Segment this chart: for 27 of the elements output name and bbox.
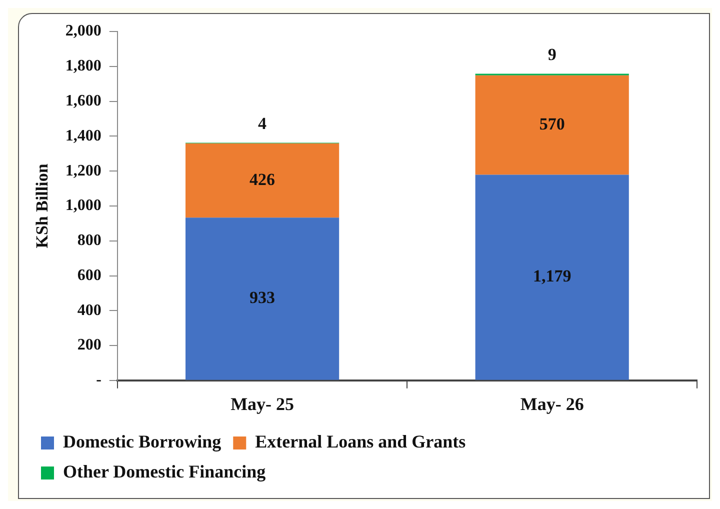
data-label: 4 (258, 114, 268, 134)
data-label: 426 (250, 170, 276, 189)
y-tick-label: 200 (77, 336, 102, 354)
x-tick-label: May- 26 (520, 394, 584, 414)
bar (475, 174, 629, 380)
data-label: 1,179 (532, 266, 572, 286)
y-tick-label: 1,200 (65, 162, 102, 180)
bar (475, 75, 629, 175)
bar (186, 143, 340, 218)
y-tick-label: 2,000 (65, 22, 102, 40)
data-label: 570 (539, 114, 565, 134)
bar (186, 218, 340, 380)
data-label: 933 (250, 288, 276, 308)
legend-label: Other Domestic Financing (63, 462, 266, 482)
y-tick-label: 1,000 (65, 197, 102, 214)
y-tick-label: 800 (77, 232, 102, 250)
y-tick-label: 1,400 (65, 127, 102, 144)
y-tick-label: 1,800 (65, 58, 102, 75)
data-label: 9 (548, 45, 556, 64)
y-tick-label: - (96, 372, 102, 389)
legend-label: External Loans and Grants (255, 432, 466, 452)
y-tick-label: 400 (77, 302, 102, 319)
x-tick-label: May- 25 (230, 394, 294, 414)
y-axis-title: KSh Billion (32, 163, 52, 248)
y-tick-label: 1,600 (65, 92, 102, 110)
y-tick-label: 600 (77, 266, 102, 284)
legend-label: Domestic Borrowing (63, 432, 222, 452)
